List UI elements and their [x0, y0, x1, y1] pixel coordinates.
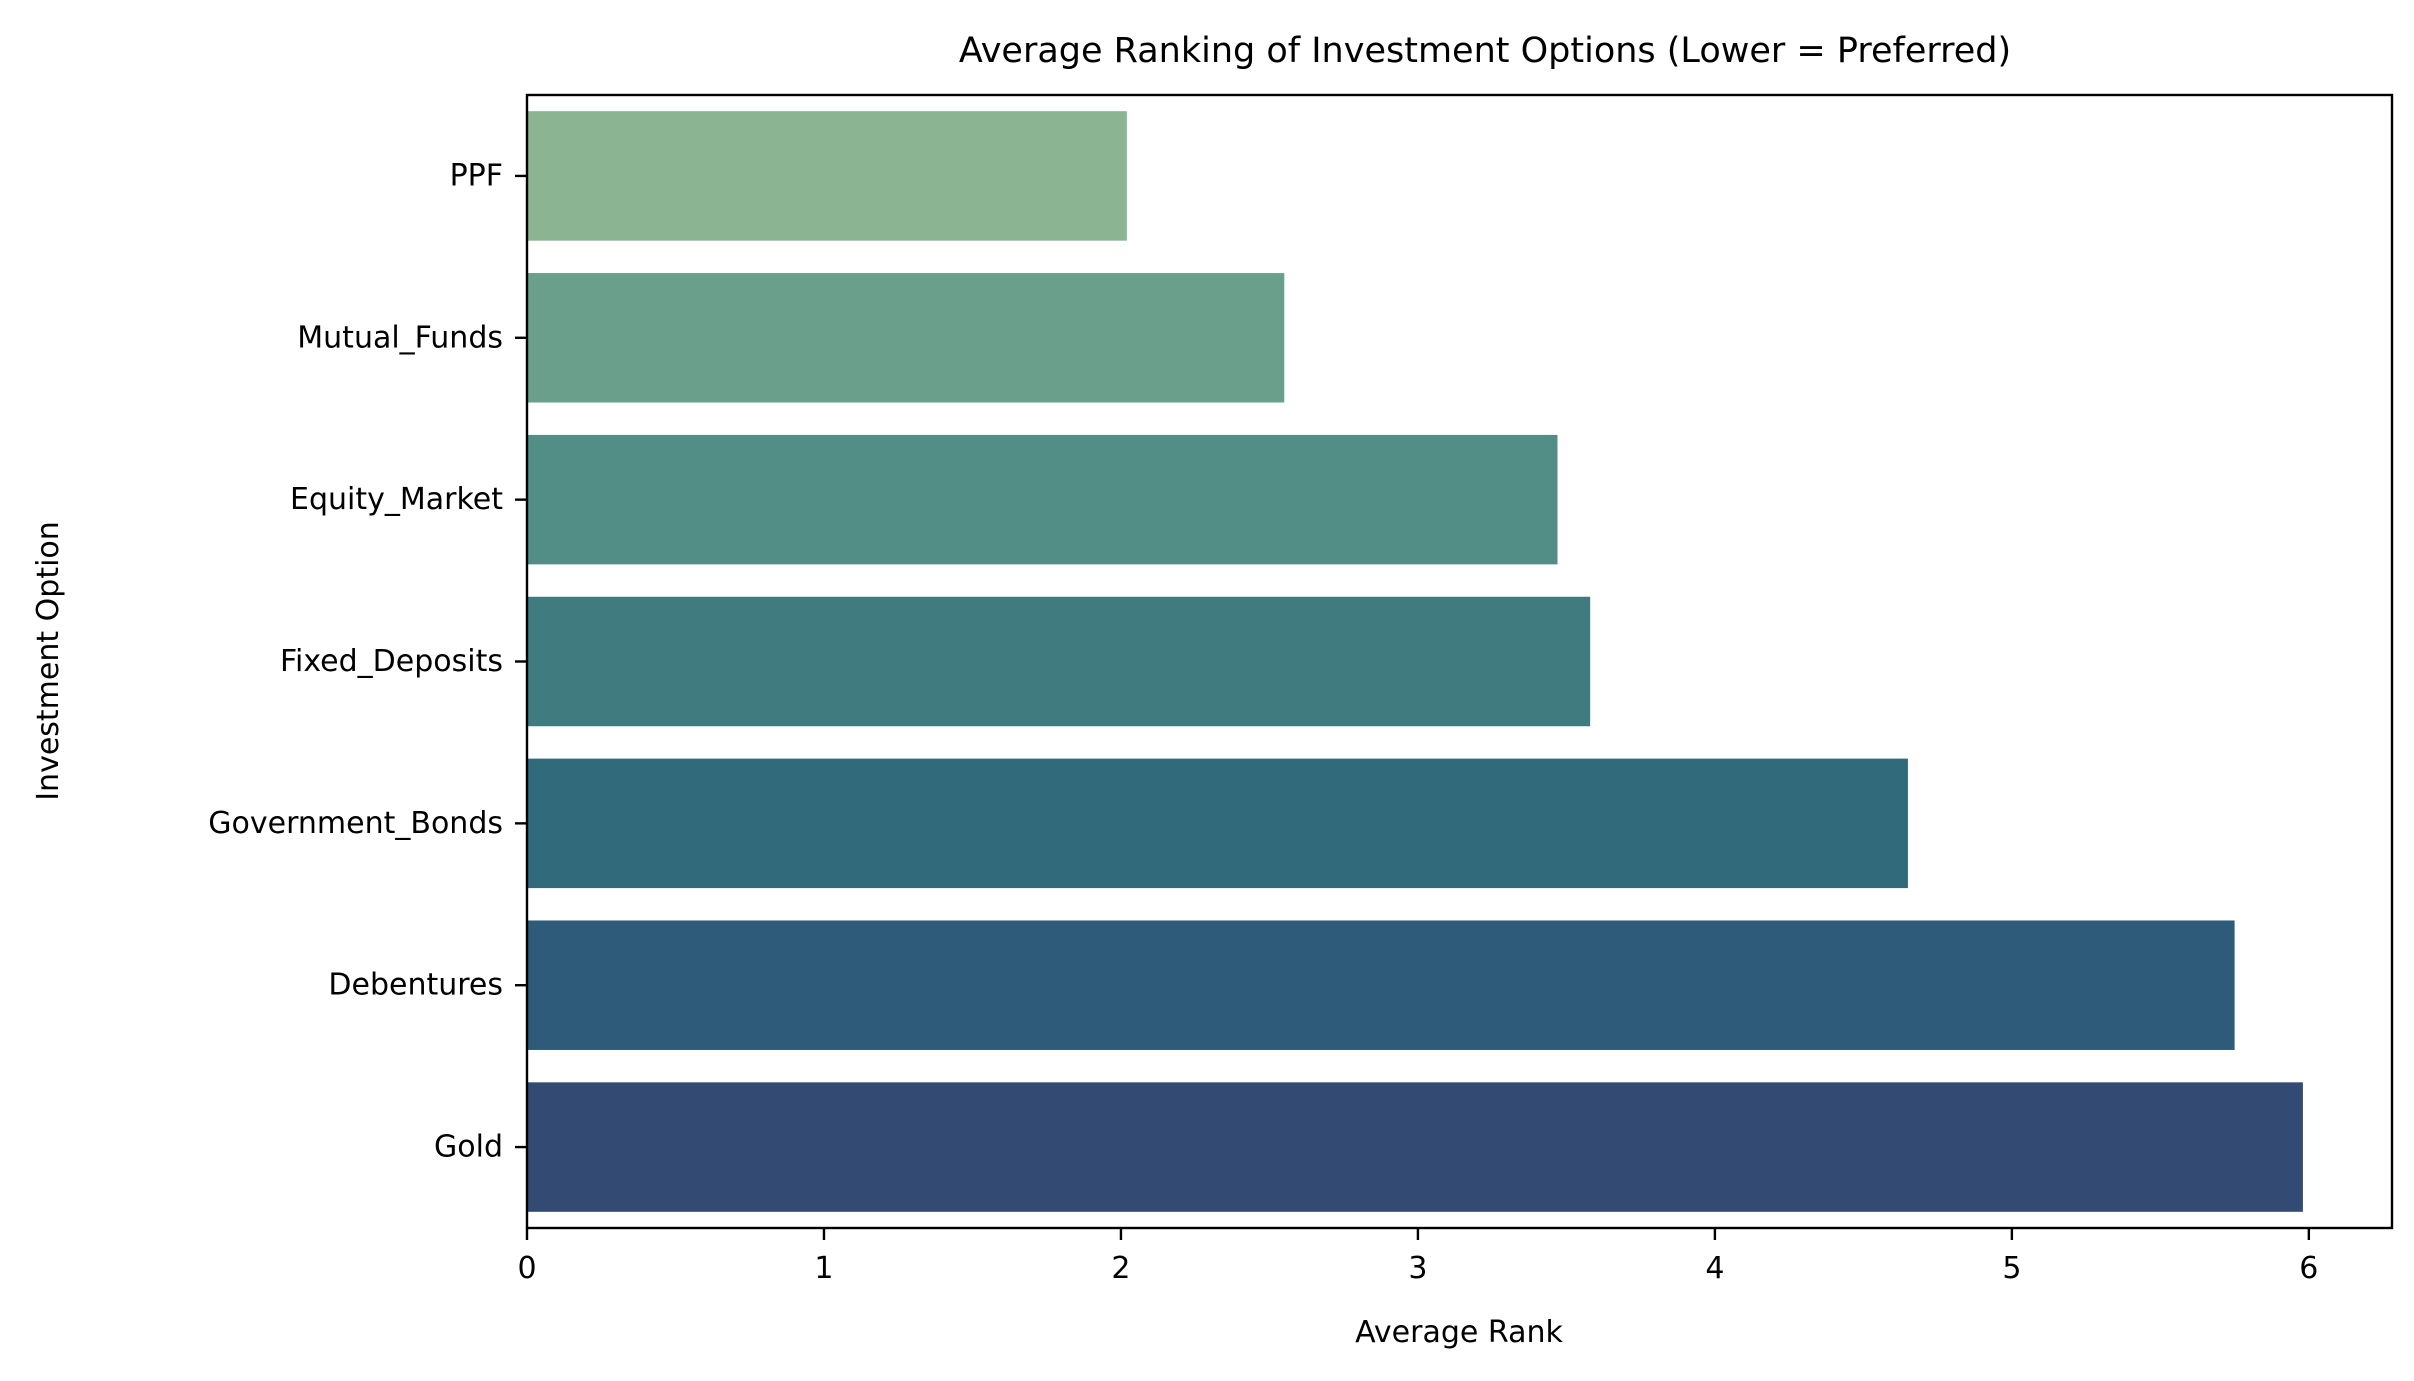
y-tick-label: Government_Bonds — [208, 806, 503, 841]
bar-equity-market — [527, 434, 1558, 565]
bar-gold — [527, 1082, 2303, 1212]
ticks-layer: PPF Mutual_Funds Equity_Market Fixed_Deposi… — [208, 158, 2318, 1286]
bar-mutual-funds — [527, 273, 1285, 403]
x-tick-label: 6 — [2299, 1251, 2318, 1286]
x-tick-label: 5 — [2002, 1251, 2021, 1286]
y-tick-label: PPF — [450, 158, 503, 193]
x-tick-label: 2 — [1111, 1251, 1130, 1286]
x-tick-label: 4 — [1705, 1251, 1724, 1286]
x-tick-label: 1 — [814, 1251, 833, 1286]
y-tick-label: Equity_Market — [290, 482, 503, 517]
x-axis-label: Average Rank — [1355, 1315, 1563, 1350]
bars-layer — [527, 111, 2303, 1212]
chart-title: Average Ranking of Investment Options (L… — [959, 31, 2011, 71]
y-tick-label: Debentures — [328, 968, 503, 1003]
y-tick-label: Gold — [434, 1130, 503, 1165]
bar-ppf — [527, 111, 1127, 241]
y-tick-label: Fixed_Deposits — [280, 644, 503, 679]
bar-fixed-deposits — [527, 596, 1591, 727]
bar-debentures — [527, 920, 2235, 1050]
x-tick-label: 3 — [1408, 1251, 1427, 1286]
x-tick-label: 0 — [517, 1251, 536, 1286]
plot-frame — [525, 93, 2394, 1230]
y-axis-label: Investment Option — [31, 521, 66, 801]
y-tick-label: Mutual_Funds — [297, 320, 503, 355]
bar-government-bonds — [527, 758, 1908, 889]
